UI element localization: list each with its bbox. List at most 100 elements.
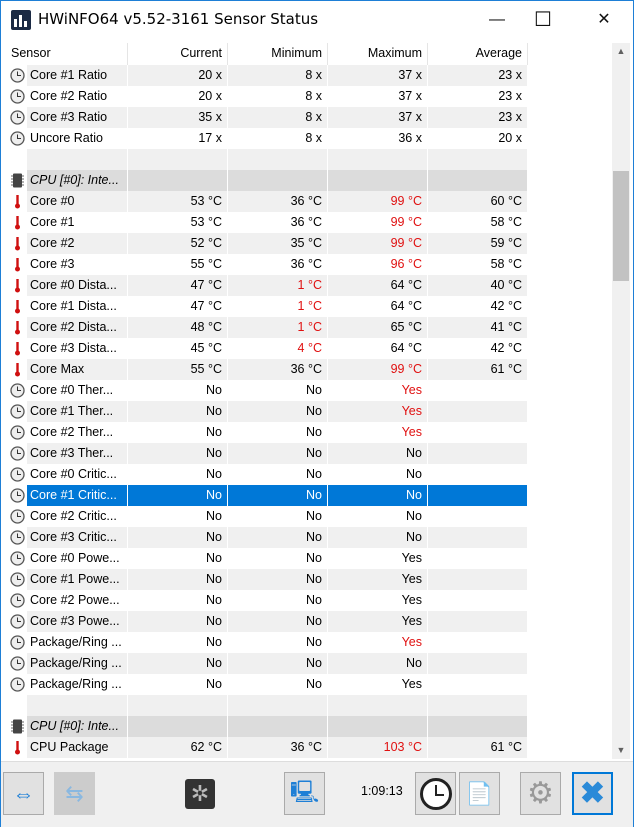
cell-current (128, 695, 228, 716)
column-header-average[interactable]: Average (428, 43, 528, 65)
table-row[interactable]: Core #1 Powe... No No Yes (9, 569, 612, 590)
table-row[interactable]: Core #2 52 °C 35 °C 99 °C 59 °C (9, 233, 612, 254)
current-value: No (206, 404, 222, 418)
cell-average (428, 464, 528, 485)
cell-sensor: Uncore Ratio (9, 128, 128, 149)
vertical-scrollbar[interactable]: ▲ ▼ (612, 43, 630, 759)
scroll-down-arrow-icon[interactable]: ▼ (616, 745, 626, 755)
cell-minimum: No (228, 632, 328, 653)
current-value: 52 °C (190, 236, 222, 250)
thermometer-icon (15, 195, 20, 209)
average-value: 58 °C (490, 257, 522, 271)
table-row[interactable]: Core #1 Ratio 20 x 8 x 37 x 23 x (9, 65, 612, 86)
average-value: 42 °C (490, 341, 522, 355)
gear-icon: ⚙ (527, 777, 554, 810)
scroll-up-arrow-icon[interactable]: ▲ (616, 46, 626, 56)
column-header-current[interactable]: Current (128, 43, 228, 65)
sensor-group-row[interactable]: CPU [#0]: Inte... (9, 170, 612, 191)
table-row[interactable]: Core #2 Ratio 20 x 8 x 37 x 23 x (9, 86, 612, 107)
minimum-value: No (306, 530, 322, 544)
sensor-value: Core #0 (30, 194, 75, 208)
table-row[interactable]: Core #2 Dista... 48 °C 1 °C 65 °C 41 °C (9, 317, 612, 338)
minimum-value: No (306, 551, 322, 565)
fan-icon[interactable]: ✲ (185, 779, 215, 809)
cpu-chip-icon (11, 173, 24, 188)
minimize-button[interactable]: — (489, 11, 505, 28)
table-row[interactable]: Core #0 Dista... 47 °C 1 °C 64 °C 40 °C (9, 275, 612, 296)
table-row[interactable]: Core #1 Ther... No No Yes (9, 401, 612, 422)
sensor-value: Core #0 Powe... (30, 551, 120, 565)
minimum-value: No (306, 488, 322, 502)
cell-maximum: No (328, 527, 428, 548)
cell-average (428, 401, 528, 422)
expand-columns-button[interactable]: ⇔ (3, 772, 44, 815)
column-header-minimum[interactable]: Minimum (228, 43, 328, 65)
table-row[interactable]: Package/Ring ... No No Yes (9, 674, 612, 695)
close-button[interactable]: ✕ (597, 11, 611, 28)
column-header-sensor[interactable]: Sensor (9, 43, 128, 65)
network-computers-icon: 🖳 (289, 778, 320, 804)
average-value: 61 °C (490, 740, 522, 754)
cell-current: No (128, 422, 228, 443)
table-row[interactable]: Core #0 53 °C 36 °C 99 °C 60 °C (9, 191, 612, 212)
sensor-value: Core #3 Dista... (30, 341, 117, 355)
cell-maximum: 99 °C (328, 191, 428, 212)
table-row[interactable] (9, 149, 612, 170)
maximum-value: Yes (401, 551, 422, 565)
average-value: 60 °C (490, 194, 522, 208)
table-row[interactable]: Core #1 53 °C 36 °C 99 °C 58 °C (9, 212, 612, 233)
cell-minimum: 36 °C (228, 737, 328, 758)
sensor-group-row[interactable]: CPU [#0]: Inte... (9, 716, 612, 737)
table-row[interactable]: Core #2 Ther... No No Yes (9, 422, 612, 443)
table-row[interactable]: Core #0 Critic... No No No (9, 464, 612, 485)
title-bar: HWiNFO64 v5.52-3161 Sensor Status — ☐ ✕ (1, 1, 633, 39)
current-value: No (206, 593, 222, 607)
column-header-maximum[interactable]: Maximum (328, 43, 428, 65)
sensor-value: Core #0 Critic... (30, 467, 117, 481)
sensor-value: Core #3 Ther... (30, 446, 114, 460)
table-row[interactable] (9, 695, 612, 716)
cell-minimum: No (228, 653, 328, 674)
clock-icon (10, 425, 25, 440)
scrollbar-thumb[interactable] (613, 171, 629, 281)
logging-button[interactable]: 📄 (459, 772, 500, 815)
cell-current: No (128, 401, 228, 422)
table-row[interactable]: Core #2 Critic... No No No (9, 506, 612, 527)
cell-average: 23 x (428, 65, 528, 86)
table-row[interactable]: Core #0 Ther... No No Yes (9, 380, 612, 401)
cell-current: 53 °C (128, 191, 228, 212)
cell-sensor (9, 695, 128, 716)
table-row[interactable]: Core #3 Critic... No No No (9, 527, 612, 548)
cell-maximum: No (328, 506, 428, 527)
minimum-value: No (306, 383, 322, 397)
table-row[interactable]: Uncore Ratio 17 x 8 x 36 x 20 x (9, 128, 612, 149)
table-row[interactable]: Core #3 Ratio 35 x 8 x 37 x 23 x (9, 107, 612, 128)
maximum-value: 99 °C (390, 362, 422, 376)
settings-button[interactable]: ⚙ (520, 772, 561, 815)
cell-sensor: Core #1 Ther... (9, 401, 128, 422)
table-row[interactable]: Core #0 Powe... No No Yes (9, 548, 612, 569)
table-row[interactable]: Core Max 55 °C 36 °C 99 °C 61 °C (9, 359, 612, 380)
table-row[interactable]: Package/Ring ... No No Yes (9, 632, 612, 653)
table-row[interactable]: CPU Package 62 °C 36 °C 103 °C 61 °C (9, 737, 612, 758)
table-row[interactable]: Core #3 55 °C 36 °C 96 °C 58 °C (9, 254, 612, 275)
cell-minimum: 8 x (228, 86, 328, 107)
table-row[interactable]: Core #2 Powe... No No Yes (9, 590, 612, 611)
table-row[interactable]: Core #1 Critic... No No No (9, 485, 612, 506)
cell-current: No (128, 674, 228, 695)
cell-average (428, 611, 528, 632)
table-row[interactable]: Package/Ring ... No No No (9, 653, 612, 674)
maximize-button[interactable]: ☐ (534, 9, 552, 31)
table-row[interactable]: Core #3 Powe... No No Yes (9, 611, 612, 632)
maximum-value: 64 °C (390, 278, 422, 292)
cell-sensor: Core #2 Ratio (9, 86, 128, 107)
close-sensors-button[interactable]: ✖ (572, 772, 613, 815)
cell-current (128, 716, 228, 737)
table-row[interactable]: Core #3 Ther... No No No (9, 443, 612, 464)
table-row[interactable]: Core #1 Dista... 47 °C 1 °C 64 °C 42 °C (9, 296, 612, 317)
reset-timer-button[interactable] (415, 772, 456, 815)
table-row[interactable]: Core #3 Dista... 45 °C 4 °C 64 °C 42 °C (9, 338, 612, 359)
maximum-value: No (406, 530, 422, 544)
network-button[interactable]: 🖳 (284, 772, 325, 815)
clock-icon (10, 551, 25, 566)
